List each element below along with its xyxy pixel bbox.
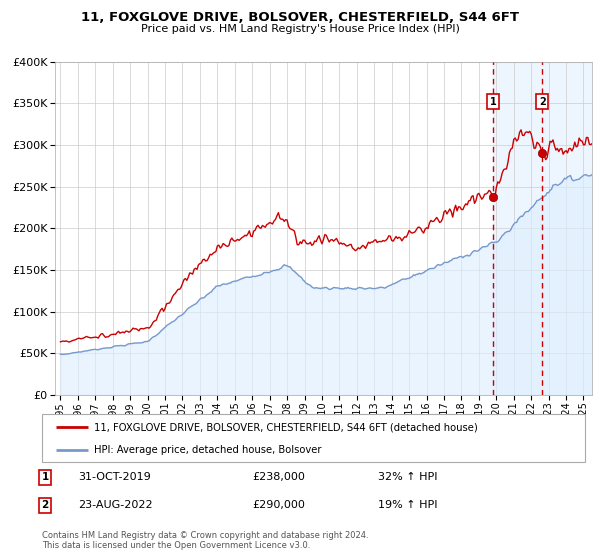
Text: 1: 1 [490,96,497,106]
Text: 11, FOXGLOVE DRIVE, BOLSOVER, CHESTERFIELD, S44 6FT: 11, FOXGLOVE DRIVE, BOLSOVER, CHESTERFIE… [81,11,519,24]
Text: 2: 2 [539,96,546,106]
Text: Contains HM Land Registry data © Crown copyright and database right 2024.
This d: Contains HM Land Registry data © Crown c… [42,531,368,550]
Bar [493,62,600,395]
Text: HPI: Average price, detached house, Bolsover: HPI: Average price, detached house, Bols… [94,445,321,455]
FancyBboxPatch shape [42,414,585,462]
Text: 19% ↑ HPI: 19% ↑ HPI [378,500,437,510]
Text: 11, FOXGLOVE DRIVE, BOLSOVER, CHESTERFIELD, S44 6FT (detached house): 11, FOXGLOVE DRIVE, BOLSOVER, CHESTERFIE… [94,422,478,432]
Text: 32% ↑ HPI: 32% ↑ HPI [378,472,437,482]
Text: Price paid vs. HM Land Registry's House Price Index (HPI): Price paid vs. HM Land Registry's House … [140,24,460,34]
Text: 1: 1 [41,472,49,482]
Text: £238,000: £238,000 [252,472,305,482]
Text: £290,000: £290,000 [252,500,305,510]
Text: 23-AUG-2022: 23-AUG-2022 [78,500,152,510]
Text: 2: 2 [41,500,49,510]
Text: 31-OCT-2019: 31-OCT-2019 [78,472,151,482]
